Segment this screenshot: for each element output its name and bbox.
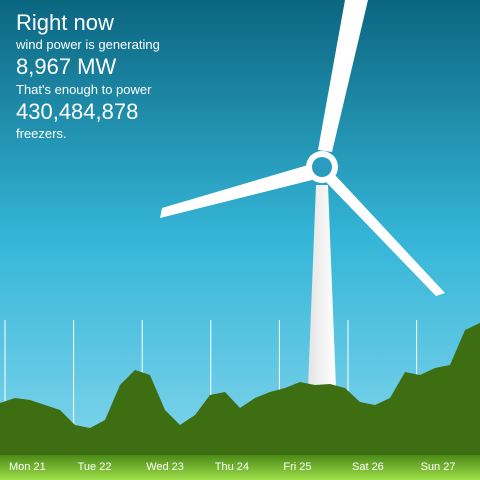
day-label: Sat 26 (352, 461, 384, 473)
blade (318, 0, 368, 152)
day-label: Wed 23 (146, 461, 184, 473)
text: wind power is generating (15, 37, 160, 52)
count: 430,484,878 (16, 99, 138, 124)
text: That's enough to power (16, 82, 152, 97)
title: Right now (16, 10, 114, 35)
text: freezers. (16, 126, 67, 141)
day-label: Sun 27 (421, 461, 456, 473)
day-labels: Mon 21 Tue 22 Wed 23 Thu 24 Fri 25 Sat 26 Sun … (9, 461, 455, 473)
area (0, 323, 480, 455)
day-label: Mon 21 (9, 461, 46, 473)
day-label: Fri 25 (283, 461, 311, 473)
hub-center (312, 157, 332, 177)
tower (308, 185, 336, 388)
blade (326, 175, 445, 296)
day-label: Tue 22 (78, 461, 112, 473)
power: 8,967 MW (16, 54, 116, 79)
day-label: Thu 24 (215, 461, 249, 473)
ground (0, 455, 480, 480)
blade (160, 165, 312, 218)
